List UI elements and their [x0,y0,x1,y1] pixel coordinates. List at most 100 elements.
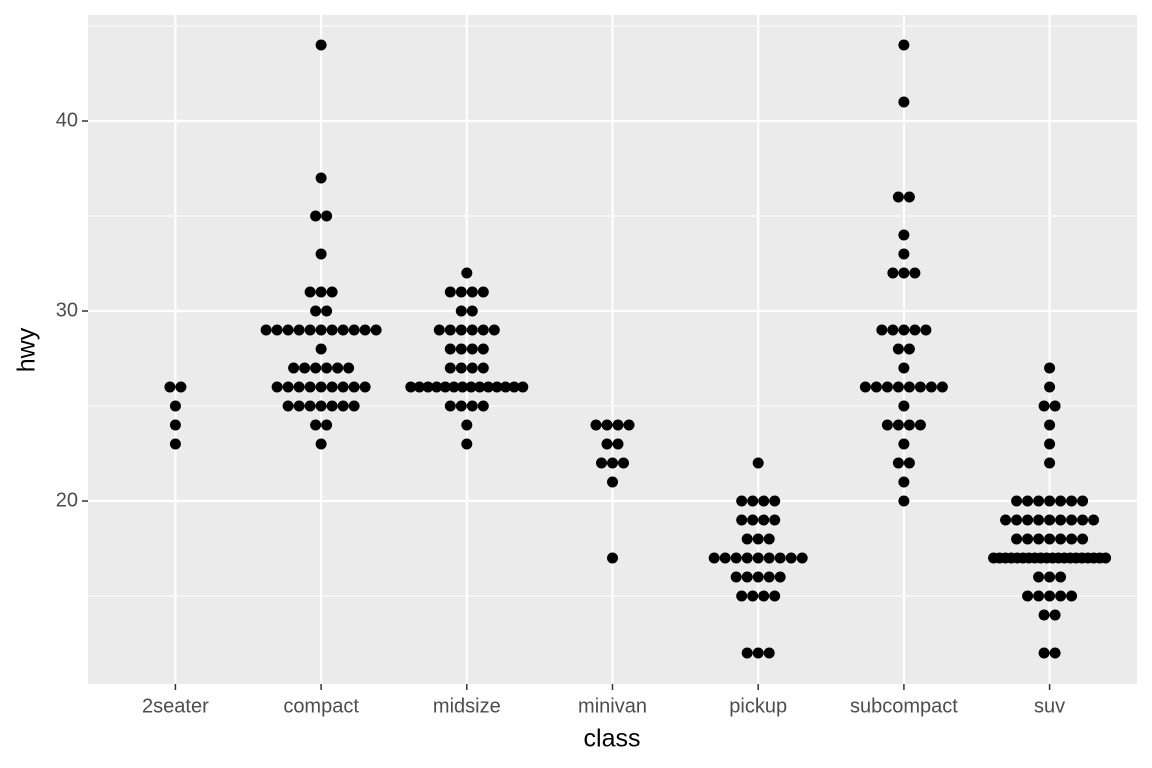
point [465,381,477,393]
point [304,381,316,393]
point [491,381,503,393]
point [1044,533,1056,545]
point [909,324,921,336]
point [1066,590,1078,602]
point [796,552,808,564]
point [758,590,770,602]
point [1022,590,1034,602]
point [461,267,473,279]
point [271,324,283,336]
point [898,495,910,507]
point [444,343,456,355]
point [310,305,322,317]
point [444,324,456,336]
point [903,419,915,431]
y-tick-label: 40 [56,109,78,131]
point [477,286,489,298]
point [1011,533,1023,545]
point [517,381,529,393]
point [607,457,618,469]
point [903,457,915,469]
point [337,381,349,393]
point [898,39,910,51]
point [898,476,910,488]
point [936,381,948,393]
point [785,552,797,564]
point [601,419,613,431]
point [752,533,764,545]
point [903,191,915,203]
point [741,571,753,583]
y-tick-label: 30 [56,299,78,321]
point [326,381,338,393]
point [1038,647,1050,659]
point [271,381,283,393]
point [1033,514,1045,526]
point [876,324,888,336]
point [1100,552,1112,564]
point [359,324,371,336]
x-tick-label: minivan [578,695,647,717]
point [1044,495,1056,507]
x-axis-title: class [584,725,641,753]
point [164,381,176,393]
point [898,400,910,412]
point [612,438,624,450]
point [1044,571,1056,583]
point [1022,514,1034,526]
point [1055,571,1067,583]
point [508,381,520,393]
point [1055,514,1067,526]
point [282,381,294,393]
point [310,362,322,374]
point [623,419,635,431]
point [607,552,618,564]
point [1088,514,1100,526]
point [348,324,360,336]
point [466,400,478,412]
point [736,514,748,526]
point [601,438,613,450]
point [477,400,489,412]
point [1000,514,1012,526]
point [736,495,748,507]
y-axis-title: hwy [13,327,41,372]
point [282,400,294,412]
point [343,362,355,374]
point [1044,419,1056,431]
point [315,39,327,51]
point [903,343,915,355]
point [315,286,327,298]
point [1044,362,1056,374]
x-tick-label: pickup [729,695,787,717]
point [304,324,316,336]
point [920,324,932,336]
point [892,457,904,469]
point [433,324,445,336]
point [769,514,781,526]
point [474,381,486,393]
x-tick-label: compact [283,695,359,717]
point [708,552,720,564]
point [1055,495,1067,507]
point [293,381,305,393]
point [730,552,742,564]
point [898,362,910,374]
point [466,286,478,298]
point [752,571,764,583]
point [892,381,904,393]
point [1049,400,1061,412]
point [315,381,327,393]
point [1049,647,1061,659]
point [444,400,456,412]
point [892,191,904,203]
x-tick-label: 2seater [142,695,209,717]
x-tick-label: midsize [433,695,501,717]
point [304,400,316,412]
point [590,419,602,431]
point [482,381,494,393]
point [1077,514,1089,526]
point [315,324,327,336]
point [1038,400,1050,412]
point [422,381,434,393]
